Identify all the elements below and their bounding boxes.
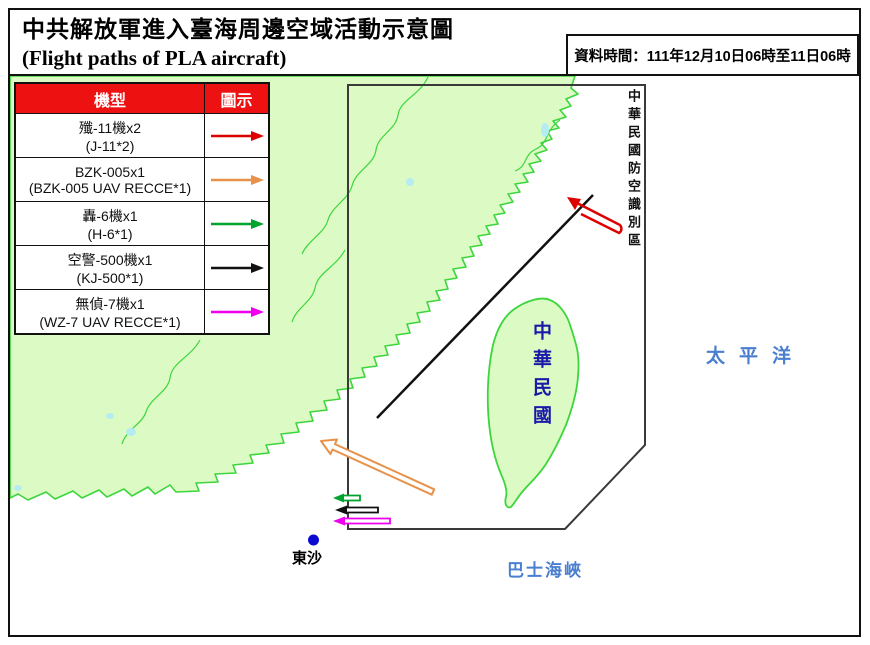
taiwan-roc-label: 中華民國	[530, 321, 551, 433]
h6-flight-arrow	[333, 493, 361, 503]
legend-header-symbol: 圖示	[220, 92, 253, 110]
taiwan-island	[486, 297, 580, 509]
wz7-flight-arrow	[333, 516, 391, 526]
legend-row-wz7: 無偵-7機x1 (WZ-7 UAV RECCE*1)	[16, 289, 268, 333]
aircraft-name-zh: 殲-11機x2	[79, 119, 141, 136]
river-line	[514, 119, 561, 172]
aircraft-name-zh: 轟-6機x1	[82, 207, 138, 224]
red-flight-arrow-icon	[210, 130, 264, 141]
aircraft-name-en: (BZK-005 UAV RECCE*1)	[28, 179, 192, 196]
orange-flight-arrow-icon	[210, 174, 264, 185]
black-flight-arrow-icon	[210, 262, 264, 273]
legend-table: 機型 圖示 殲-11機x2 (J-11*2) BZK-005x1 (BZK-0	[14, 82, 270, 335]
wz7-arrow-shaft	[343, 517, 391, 525]
aircraft-name-en: (J-11*2)	[85, 137, 135, 154]
river-line	[121, 339, 201, 445]
legend-header-type: 機型	[16, 84, 205, 113]
aircraft-name-en: (WZ-7 UAV RECCE*1)	[39, 313, 181, 330]
lake	[106, 413, 114, 419]
lake	[406, 178, 414, 186]
green-flight-arrow-icon	[210, 218, 264, 229]
aircraft-name-zh: 空警-500機x1	[67, 251, 153, 268]
j11-path-hairpin	[576, 201, 623, 235]
bashi-channel-label: 巴士海峽	[507, 561, 583, 580]
h6-arrow-shaft	[342, 494, 361, 502]
lake	[126, 428, 136, 436]
river-line	[291, 249, 346, 323]
lake	[541, 123, 549, 137]
kj500-arrowhead	[335, 505, 347, 515]
aircraft-name-en: (H-6*1)	[87, 225, 133, 242]
page-title-en: (Flight paths of PLA aircraft)	[22, 46, 287, 70]
pacific-ocean-label: 太平洋	[706, 346, 806, 367]
adiz-label: 中華民國防空識別區	[626, 89, 641, 251]
taiwan-coastline	[486, 297, 580, 509]
kj500-flight-path	[376, 194, 594, 419]
data-time-text: 資料時間：111年12月10日06時至11日06時	[574, 48, 851, 65]
data-time-box: 資料時間：111年12月10日06時至11日06時	[566, 34, 859, 76]
river-line	[301, 76, 429, 255]
title-block: 中共解放軍進入臺海周邊空域活動示意圖 (Flight paths of PLA …	[22, 10, 454, 71]
title-separator-line	[10, 74, 859, 76]
dongsha-label: 東沙	[292, 550, 323, 567]
lake	[14, 485, 22, 491]
legend-header-row: 機型 圖示	[16, 84, 268, 113]
j11-flight-path	[567, 197, 623, 235]
river-lines	[121, 76, 561, 445]
aircraft-name-zh: 無偵-7機x1	[75, 295, 145, 312]
bzk005-flight-arrow	[320, 438, 436, 496]
wz7-arrowhead	[333, 516, 345, 526]
legend-row-bzk005: BZK-005x1 (BZK-005 UAV RECCE*1)	[16, 157, 268, 201]
aircraft-name-zh: BZK-005x1	[74, 163, 146, 180]
magenta-flight-arrow-icon	[210, 306, 264, 317]
legend-row-j11: 殲-11機x2 (J-11*2)	[16, 113, 268, 157]
j11-arrowhead	[567, 197, 581, 210]
legend-row-h6: 轟-6機x1 (H-6*1)	[16, 201, 268, 245]
kj500-arrow-shaft	[345, 506, 379, 514]
legend-row-kj500: 空警-500機x1 (KJ-500*1)	[16, 245, 268, 289]
page-title-zh: 中共解放軍進入臺海周邊空域活動示意圖	[22, 17, 454, 42]
kj500-return-arrow	[335, 505, 379, 515]
h6-arrowhead	[333, 493, 344, 503]
dongsha-island-dot	[308, 534, 319, 546]
aircraft-name-en: (KJ-500*1)	[76, 269, 144, 286]
lake-patches	[14, 123, 549, 491]
